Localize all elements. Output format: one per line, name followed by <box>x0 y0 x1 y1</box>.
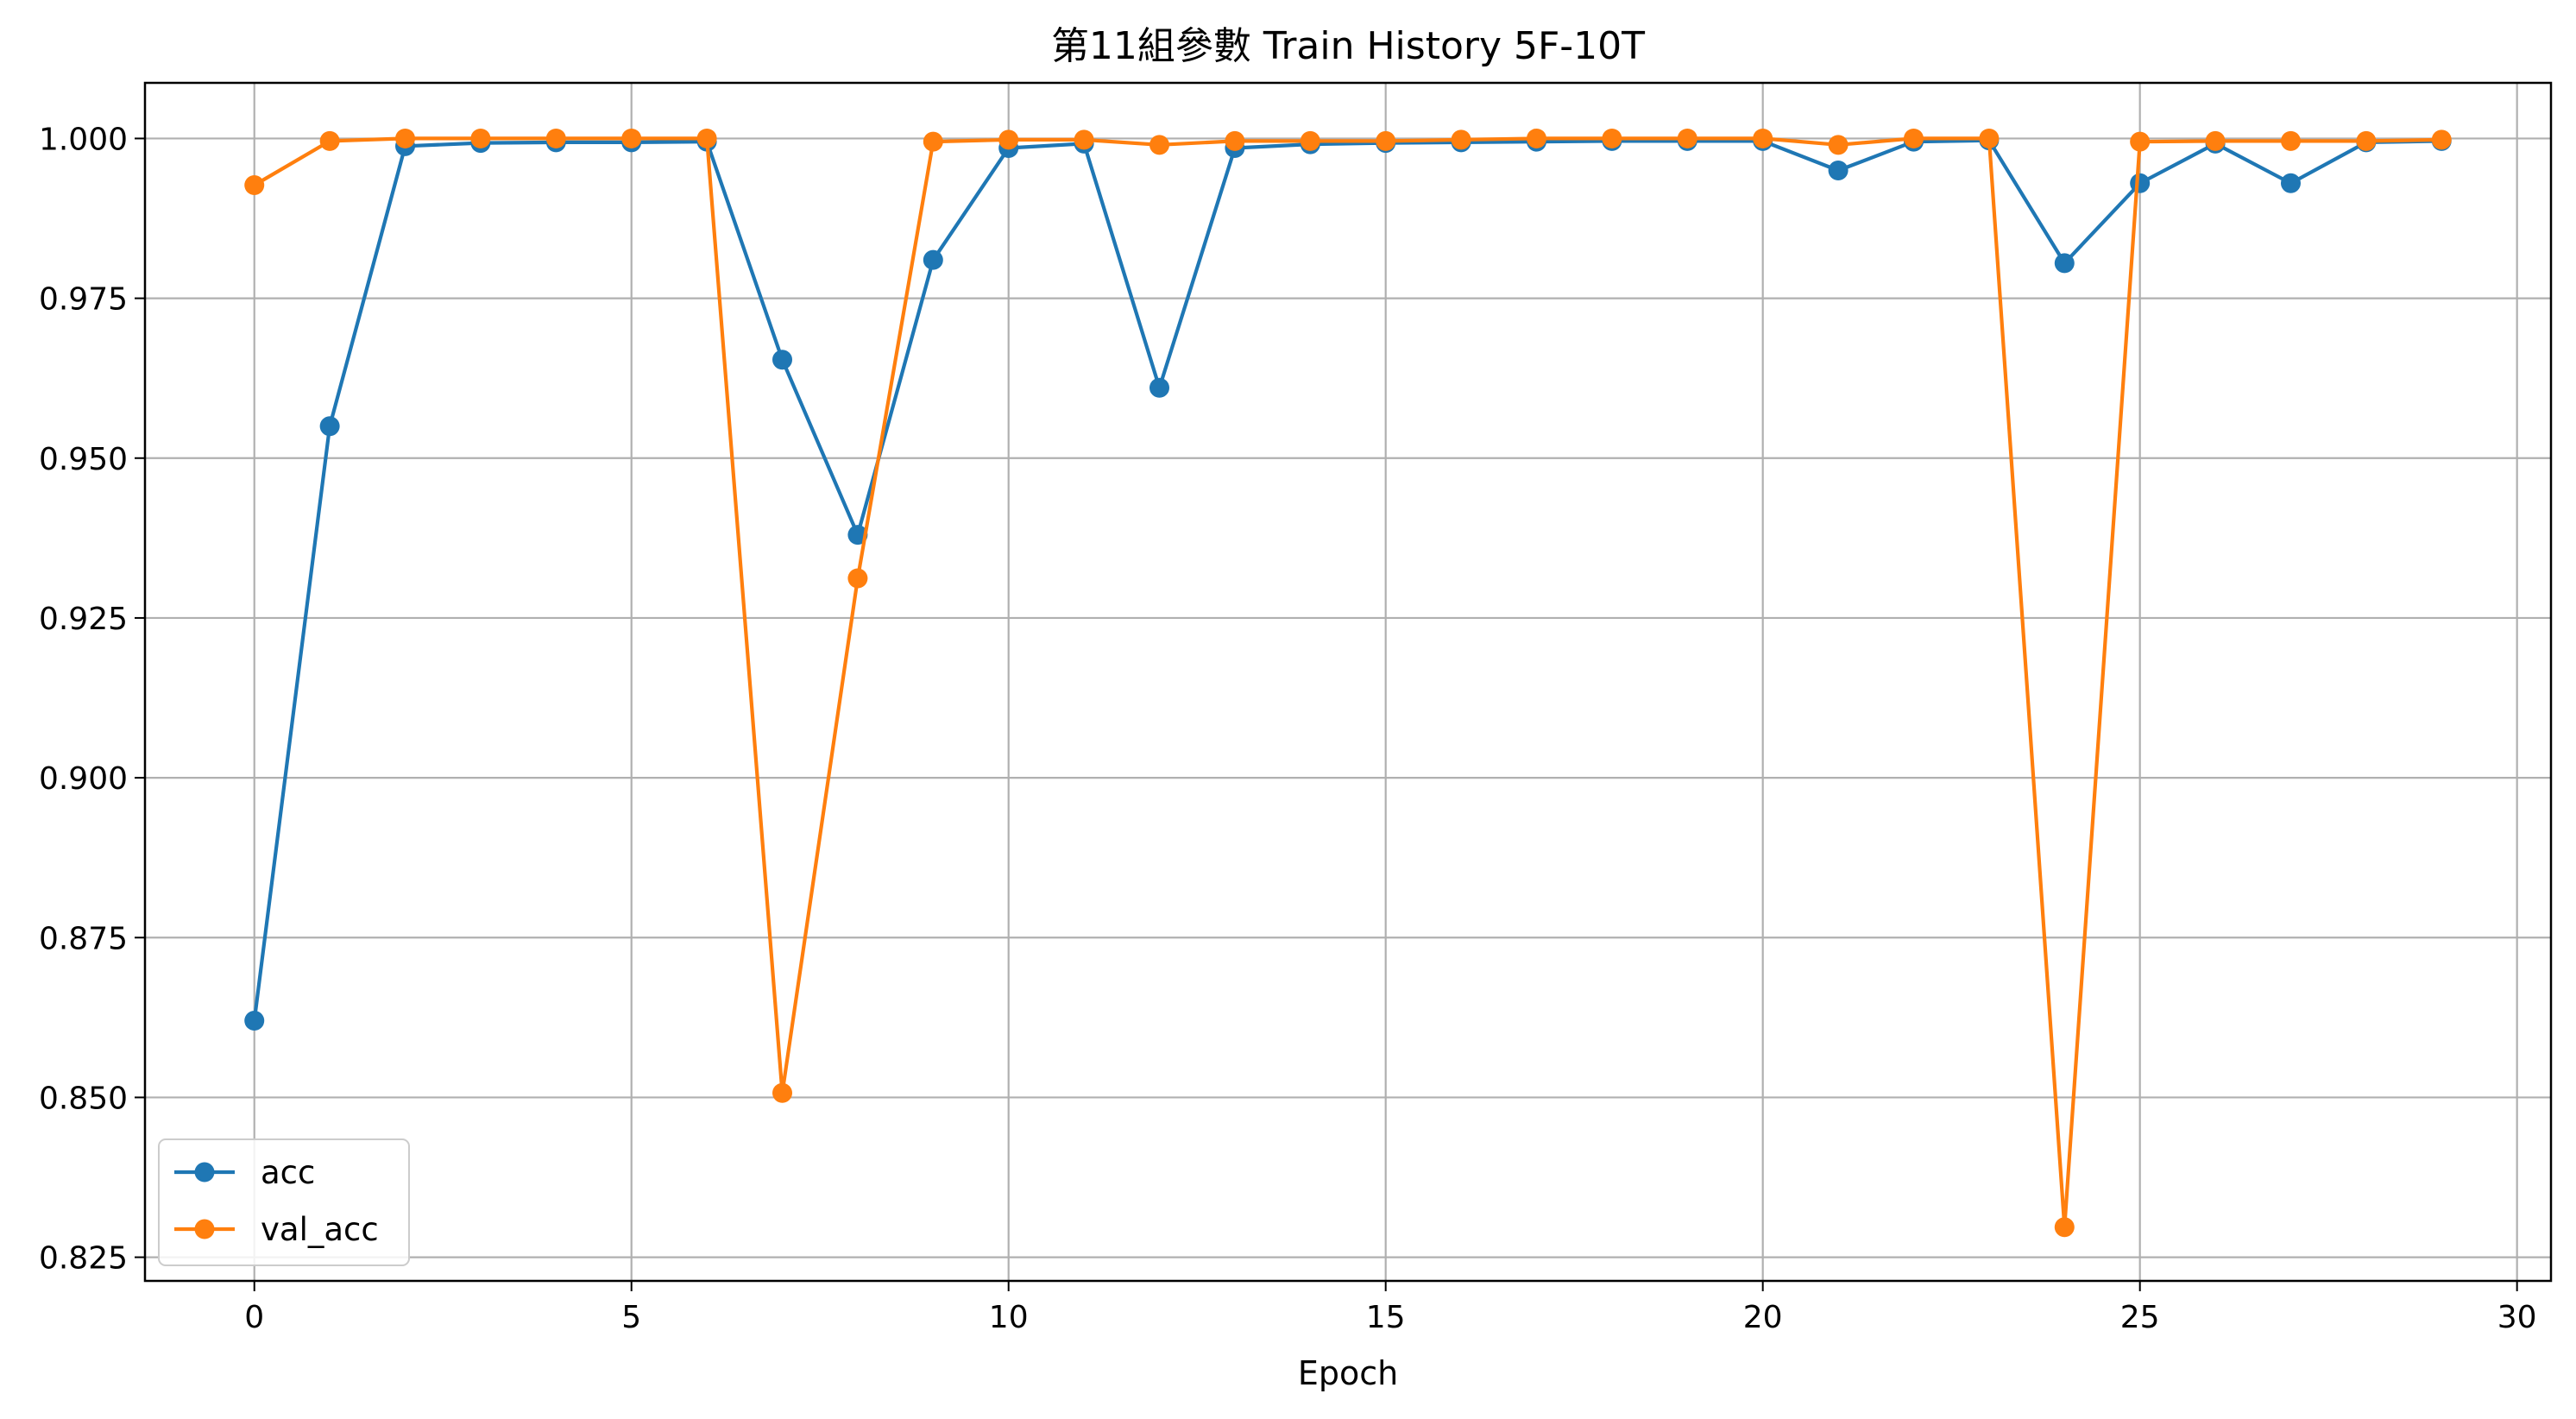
val-acc-point <box>2205 130 2226 151</box>
y-tick-label: 0.925 <box>39 602 128 637</box>
legend: acc val_acc <box>158 1138 410 1266</box>
val-acc-point <box>1300 130 1320 151</box>
series-layer <box>244 128 2452 1238</box>
legend-val-acc-label: val_acc <box>261 1211 379 1248</box>
x-tick-label: 0 <box>244 1300 264 1335</box>
val-acc-point <box>1979 128 2000 148</box>
val-acc-point <box>998 129 1019 150</box>
acc-line <box>252 138 2442 1021</box>
val-acc-point <box>2431 129 2452 150</box>
series-val-acc <box>244 128 2452 1238</box>
acc-point <box>2280 173 2301 193</box>
grid-lines <box>145 83 2551 1281</box>
acc-point <box>772 350 793 370</box>
y-tick-label: 0.850 <box>39 1081 128 1116</box>
val-acc-point <box>545 128 566 148</box>
val-acc-point <box>2054 1217 2075 1238</box>
acc-point <box>244 1011 265 1031</box>
val-acc-point <box>1903 128 1924 148</box>
val-acc-line <box>253 136 2442 1229</box>
val-acc-point <box>2130 131 2151 152</box>
val-acc-point <box>2280 130 2301 151</box>
val-acc-point <box>772 1082 793 1103</box>
val-acc-point <box>395 128 416 148</box>
acc-point <box>1828 160 1849 180</box>
val-acc-point <box>1451 129 1471 150</box>
val-acc-point <box>847 568 868 589</box>
chart-title: 第11組參數 Train History 5F-10T <box>1051 24 1645 68</box>
x-axis-label: Epoch <box>1298 1354 1398 1392</box>
val-acc-point <box>1526 128 1546 148</box>
val-acc-point <box>923 131 943 152</box>
x-axis-ticks: 0 5 10 15 20 25 30 <box>244 1281 2537 1335</box>
x-tick-label: 20 <box>1743 1300 1783 1335</box>
acc-point <box>319 416 340 437</box>
val-acc-point <box>1225 130 1245 151</box>
val-acc-point <box>470 128 491 148</box>
acc-point <box>2054 253 2075 274</box>
legend-acc-label: acc <box>261 1154 315 1191</box>
val-acc-point <box>1828 135 1849 155</box>
x-tick-label: 15 <box>1366 1300 1406 1335</box>
val-acc-point <box>244 175 265 196</box>
val-acc-point <box>319 130 340 151</box>
val-acc-point <box>696 128 717 148</box>
val-acc-point <box>1753 128 1773 148</box>
legend-val-acc-marker <box>194 1219 215 1239</box>
val-acc-point <box>1074 129 1094 150</box>
acc-point <box>923 249 943 270</box>
plot-frame <box>143 81 2553 1283</box>
x-tick-label: 5 <box>621 1300 641 1335</box>
acc-point <box>1149 377 1170 398</box>
y-tick-label: 0.950 <box>39 442 128 477</box>
y-tick-label: 0.975 <box>39 282 128 318</box>
val-acc-point <box>1677 128 1697 148</box>
val-acc-point <box>1602 128 1622 148</box>
val-acc-point <box>621 128 642 148</box>
x-tick-label: 25 <box>2120 1300 2160 1335</box>
acc-point <box>2130 173 2151 193</box>
y-tick-label: 0.900 <box>39 761 128 797</box>
val-acc-point <box>1149 135 1170 155</box>
legend-acc-marker <box>194 1162 215 1182</box>
val-acc-point <box>2356 130 2377 151</box>
y-tick-label: 0.825 <box>39 1241 128 1277</box>
x-tick-label: 30 <box>2497 1300 2537 1335</box>
val-acc-point <box>1376 130 1396 151</box>
y-tick-label: 1.000 <box>39 122 128 157</box>
y-tick-label: 0.875 <box>39 921 128 956</box>
x-tick-label: 10 <box>989 1300 1029 1335</box>
y-axis-ticks: 0.825 0.850 0.875 0.900 0.925 0.950 0.975 1.000 <box>39 122 145 1277</box>
